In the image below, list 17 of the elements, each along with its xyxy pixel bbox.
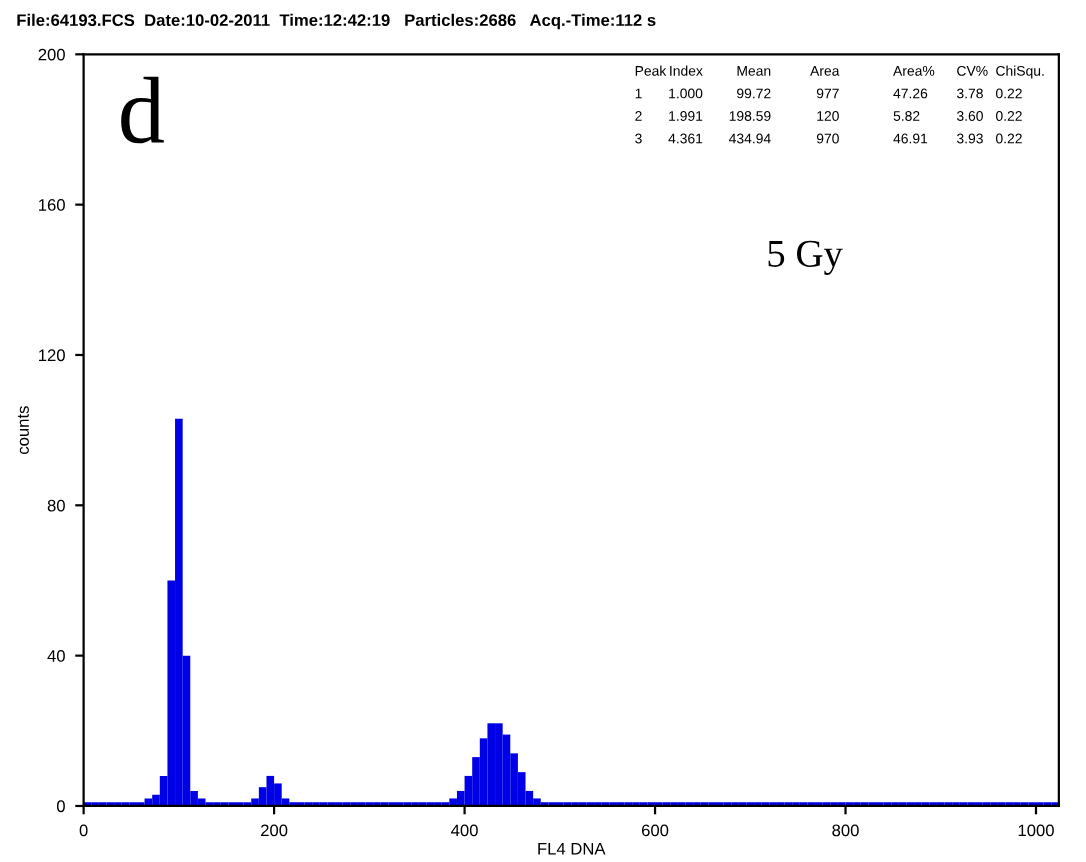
x-axis-title: FL4 DNA: [538, 842, 606, 855]
x-tick-label: 1000: [1018, 824, 1054, 837]
y-axis-title: counts: [17, 406, 29, 454]
y-tick-label: 40: [47, 650, 65, 662]
x-tick-label: 200: [261, 824, 288, 837]
y-tick-label: 160: [39, 199, 65, 211]
chart-title: File:64193.FCS Date:10-02-2011 Time:12:42:19 Particles:2686 Acq.-Time:112 s: [17, 13, 656, 30]
annotation: 5 Gy: [768, 240, 843, 275]
x-tick-label: 800: [832, 824, 859, 837]
x-tick-label: 600: [641, 824, 669, 837]
y-tick-label: 80: [47, 499, 65, 512]
x-tick-label: 400: [451, 824, 478, 837]
annotation: d: [121, 76, 164, 144]
y-tick-label: 0: [56, 800, 65, 813]
x-tick-label: 0: [79, 824, 88, 837]
y-tick-label: 120: [39, 349, 65, 362]
y-tick-label: 200: [38, 48, 65, 61]
